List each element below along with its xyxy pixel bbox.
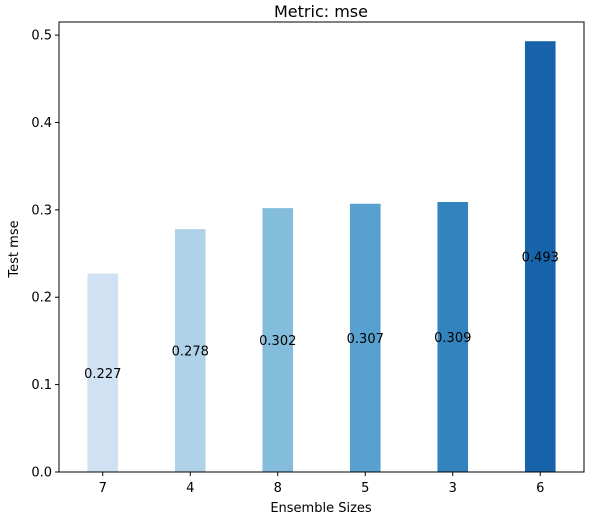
- y-axis: 0.0 0.1 0.2 0.3 0.4 0.5: [31, 29, 59, 481]
- y-tick-label: 0.1: [31, 378, 52, 393]
- y-tick-label: 0.4: [31, 116, 52, 131]
- data-labels-group: 0.227 0.278 0.302 0.307 0.309 0.493: [84, 251, 559, 382]
- x-axis: 7 4 8 5 3 6: [99, 472, 544, 496]
- bars-group: [87, 41, 556, 472]
- data-label-3: 0.309: [434, 331, 471, 346]
- x-tick-label-7: 7: [99, 481, 107, 496]
- bar-8: [262, 208, 294, 472]
- bar-6: [524, 41, 556, 472]
- data-label-8: 0.302: [259, 334, 296, 349]
- y-tick-label: 0.3: [31, 203, 52, 218]
- bar-7: [87, 273, 119, 472]
- x-tick-label-3: 3: [449, 481, 457, 496]
- plot-frame: [58, 21, 585, 473]
- data-label-6: 0.493: [522, 251, 559, 266]
- x-tick-label-4: 4: [186, 481, 194, 496]
- data-label-4: 0.278: [172, 345, 209, 360]
- x-axis-label: Ensemble Sizes: [270, 501, 372, 516]
- bar-4: [174, 229, 206, 472]
- x-tick-label-6: 6: [536, 481, 544, 496]
- x-tick-label-5: 5: [361, 481, 369, 496]
- y-tick-label: 0.5: [31, 29, 52, 44]
- data-label-7: 0.227: [84, 367, 121, 382]
- chart-title: Metric: mse: [274, 2, 368, 21]
- x-tick-label-8: 8: [274, 481, 282, 496]
- y-axis-label: Test mse: [7, 220, 22, 278]
- bar-5: [349, 203, 381, 472]
- data-label-5: 0.307: [347, 332, 384, 347]
- bar-3: [437, 202, 469, 472]
- y-tick-label: 0.0: [31, 466, 52, 481]
- y-tick-label: 0.2: [31, 291, 52, 306]
